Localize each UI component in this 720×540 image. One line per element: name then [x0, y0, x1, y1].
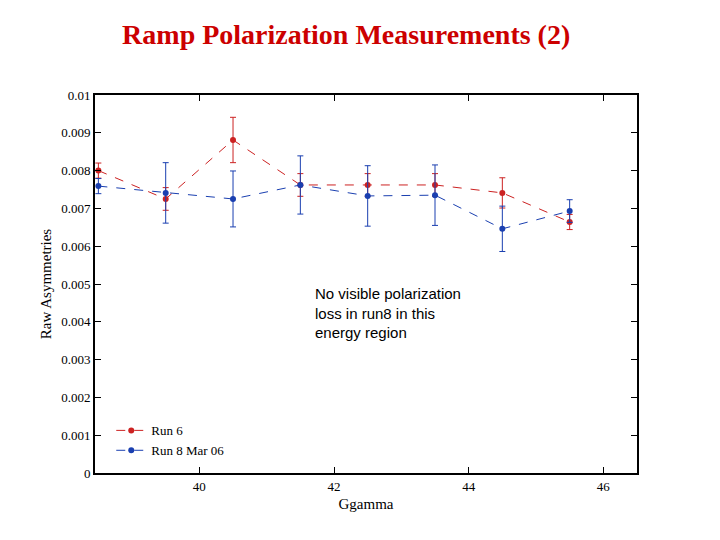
svg-text:44: 44	[462, 479, 476, 494]
svg-text:42: 42	[328, 479, 341, 494]
svg-text:Raw Asymmetries: Raw Asymmetries	[38, 229, 54, 340]
svg-text:0.001: 0.001	[61, 428, 90, 443]
svg-text:0.006: 0.006	[61, 239, 91, 254]
svg-text:Ramp Polarization Measurements: Ramp Polarization Measurements (2)	[122, 19, 570, 50]
svg-text:0.005: 0.005	[61, 277, 90, 292]
svg-text:0.01: 0.01	[68, 88, 91, 103]
svg-text:40: 40	[193, 479, 206, 494]
svg-text:0.009: 0.009	[61, 125, 90, 140]
svg-text:0.007: 0.007	[61, 201, 91, 216]
svg-text:Ggamma: Ggamma	[339, 496, 394, 512]
svg-text:46: 46	[597, 479, 611, 494]
svg-text:0.004: 0.004	[61, 314, 91, 329]
svg-text:0.002: 0.002	[61, 390, 90, 405]
svg-text:0.008: 0.008	[61, 163, 90, 178]
svg-text:No visible polarizationloss in: No visible polarizationloss in run8 in t…	[315, 285, 461, 341]
svg-text:0: 0	[84, 466, 91, 481]
svg-text:0.003: 0.003	[61, 352, 90, 367]
svg-text:Run 6: Run 6	[151, 423, 183, 438]
svg-text:Run 8 Mar 06: Run 8 Mar 06	[151, 443, 224, 458]
